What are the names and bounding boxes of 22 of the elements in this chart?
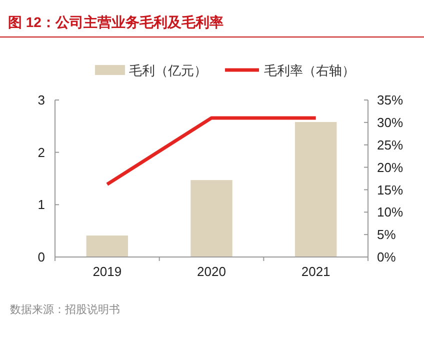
y-tick-label: 2 — [38, 144, 45, 160]
y2-tick-label: 30% — [377, 114, 404, 130]
chart-title: 图 12：公司主营业务毛利及毛利率 — [8, 14, 224, 30]
y2-tick-label: 0% — [377, 250, 396, 265]
y-tick-label: 0 — [38, 250, 45, 265]
bar — [86, 236, 128, 257]
y-tick-label: 3 — [38, 92, 45, 108]
x-tick-label: 2021 — [301, 264, 330, 279]
legend-label: 毛利（亿元） — [129, 63, 207, 78]
legend-label: 毛利率（右轴） — [264, 63, 355, 78]
bar — [190, 180, 232, 257]
y2-tick-label: 35% — [377, 92, 404, 108]
bar — [294, 122, 337, 257]
y2-tick-label: 10% — [377, 204, 404, 220]
y2-tick-label: 15% — [377, 182, 404, 198]
y2-tick-label: 25% — [377, 137, 404, 152]
source-note: 数据来源：招股说明书 — [10, 303, 120, 316]
x-tick-label: 2019 — [92, 264, 122, 279]
y-tick-label: 1 — [38, 197, 45, 212]
y2-tick-label: 20% — [377, 160, 404, 175]
y2-tick-label: 5% — [377, 227, 396, 242]
x-tick-label: 2020 — [197, 264, 226, 279]
